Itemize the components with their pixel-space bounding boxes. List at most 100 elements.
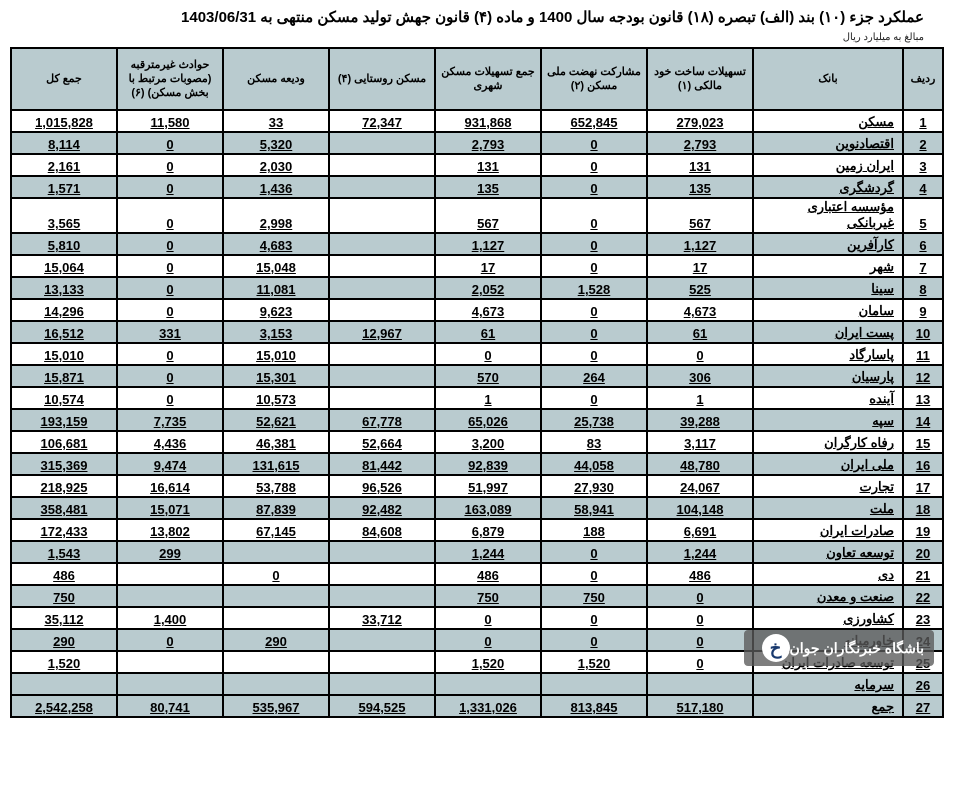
cell-c1: 61 (647, 321, 753, 343)
data-table: ردیف بانک تسهیلات ساخت خود مالکی (۱) مشا… (10, 47, 944, 718)
cell-n: 7 (903, 255, 943, 277)
cell-c1: 0 (647, 651, 753, 673)
watermark-logo: خ (762, 634, 790, 662)
cell-c4 (329, 343, 435, 365)
cell-c5 (223, 607, 329, 629)
cell-t: 15,064 (11, 255, 117, 277)
cell-c4 (329, 176, 435, 198)
cell-c4 (329, 132, 435, 154)
table-row: 4گردشگری13501351,43601,571 (11, 176, 943, 198)
cell-c2: 0 (541, 563, 647, 585)
cell-c3: 65,026 (435, 409, 541, 431)
cell-c5: 5,320 (223, 132, 329, 154)
cell-c5: 67,145 (223, 519, 329, 541)
cell-c1: 4,673 (647, 299, 753, 321)
cell-c2: 1,520 (541, 651, 647, 673)
table-row: 12پارسیان30626457015,301015,871 (11, 365, 943, 387)
cell-c5: 290 (223, 629, 329, 651)
cell-n: 5 (903, 198, 943, 233)
table-row: 5مؤسسه اعتباری غیربانکی56705672,99803,56… (11, 198, 943, 233)
cell-t: 193,159 (11, 409, 117, 431)
cell-c6 (117, 673, 223, 695)
cell-c2: 0 (541, 132, 647, 154)
cell-c2: 25,738 (541, 409, 647, 431)
cell-c2: 264 (541, 365, 647, 387)
cell-n: 9 (903, 299, 943, 321)
total-cell-c2: 813,845 (541, 695, 647, 717)
cell-n: 21 (903, 563, 943, 585)
cell-c3: 486 (435, 563, 541, 585)
cell-c1: 1 (647, 387, 753, 409)
cell-c6: 15,071 (117, 497, 223, 519)
cell-c5: 11,081 (223, 277, 329, 299)
table-row: 14سپه39,28825,73865,02667,77852,6217,735… (11, 409, 943, 431)
col-radif: ردیف (903, 48, 943, 110)
table-row: 22صنعت و معدن0750750750 (11, 585, 943, 607)
cell-c2: 58,941 (541, 497, 647, 519)
cell-t: 1,015,828 (11, 110, 117, 132)
cell-c1: 48,780 (647, 453, 753, 475)
cell-c5 (223, 673, 329, 695)
cell-c6: 299 (117, 541, 223, 563)
cell-c1: 525 (647, 277, 753, 299)
cell-bank: سرمایه (753, 673, 903, 695)
header-row: ردیف بانک تسهیلات ساخت خود مالکی (۱) مشا… (11, 48, 943, 110)
cell-c1: 0 (647, 629, 753, 651)
cell-n: 20 (903, 541, 943, 563)
cell-c5 (223, 585, 329, 607)
cell-t: 2,161 (11, 154, 117, 176)
cell-c3: 6,879 (435, 519, 541, 541)
cell-c5: 4,683 (223, 233, 329, 255)
cell-c6: 0 (117, 277, 223, 299)
cell-c5: 9,623 (223, 299, 329, 321)
cell-c1: 0 (647, 343, 753, 365)
cell-bank: اقتصادنوین (753, 132, 903, 154)
cell-c3: 135 (435, 176, 541, 198)
cell-bank: پارسیان (753, 365, 903, 387)
cell-n: 6 (903, 233, 943, 255)
cell-c6: 9,474 (117, 453, 223, 475)
cell-c1: 17 (647, 255, 753, 277)
cell-c4 (329, 365, 435, 387)
cell-bank: رفاه کارگران (753, 431, 903, 453)
cell-c2 (541, 673, 647, 695)
table-row: 18ملت104,14858,941163,08992,48287,83915,… (11, 497, 943, 519)
cell-n: 17 (903, 475, 943, 497)
cell-c2: 44,058 (541, 453, 647, 475)
cell-c5 (223, 541, 329, 563)
cell-bank: ملی ایران (753, 453, 903, 475)
cell-c3: 0 (435, 607, 541, 629)
cell-t: 290 (11, 629, 117, 651)
cell-t: 10,574 (11, 387, 117, 409)
cell-c1: 486 (647, 563, 753, 585)
cell-c4: 84,608 (329, 519, 435, 541)
cell-c4 (329, 673, 435, 695)
cell-c1: 39,288 (647, 409, 753, 431)
cell-c6: 0 (117, 132, 223, 154)
cell-c6: 0 (117, 387, 223, 409)
cell-c5: 0 (223, 563, 329, 585)
cell-c2: 0 (541, 233, 647, 255)
cell-c3: 131 (435, 154, 541, 176)
cell-c4: 72,347 (329, 110, 435, 132)
cell-t: 8,114 (11, 132, 117, 154)
cell-bank: شهر (753, 255, 903, 277)
cell-c6: 0 (117, 198, 223, 233)
cell-c2: 750 (541, 585, 647, 607)
cell-bank: ایران زمین (753, 154, 903, 176)
cell-c6 (117, 563, 223, 585)
cell-c1: 2,793 (647, 132, 753, 154)
cell-c5: 53,788 (223, 475, 329, 497)
cell-c1: 1,244 (647, 541, 753, 563)
cell-c6: 0 (117, 255, 223, 277)
cell-c4 (329, 541, 435, 563)
cell-t: 106,681 (11, 431, 117, 453)
cell-bank: صنعت و معدن (753, 585, 903, 607)
cell-bank: صادرات ایران (753, 519, 903, 541)
cell-c5: 33 (223, 110, 329, 132)
cell-n: 10 (903, 321, 943, 343)
cell-c2: 27,930 (541, 475, 647, 497)
cell-n: 23 (903, 607, 943, 629)
cell-c3: 92,839 (435, 453, 541, 475)
cell-bank: مسکن (753, 110, 903, 132)
